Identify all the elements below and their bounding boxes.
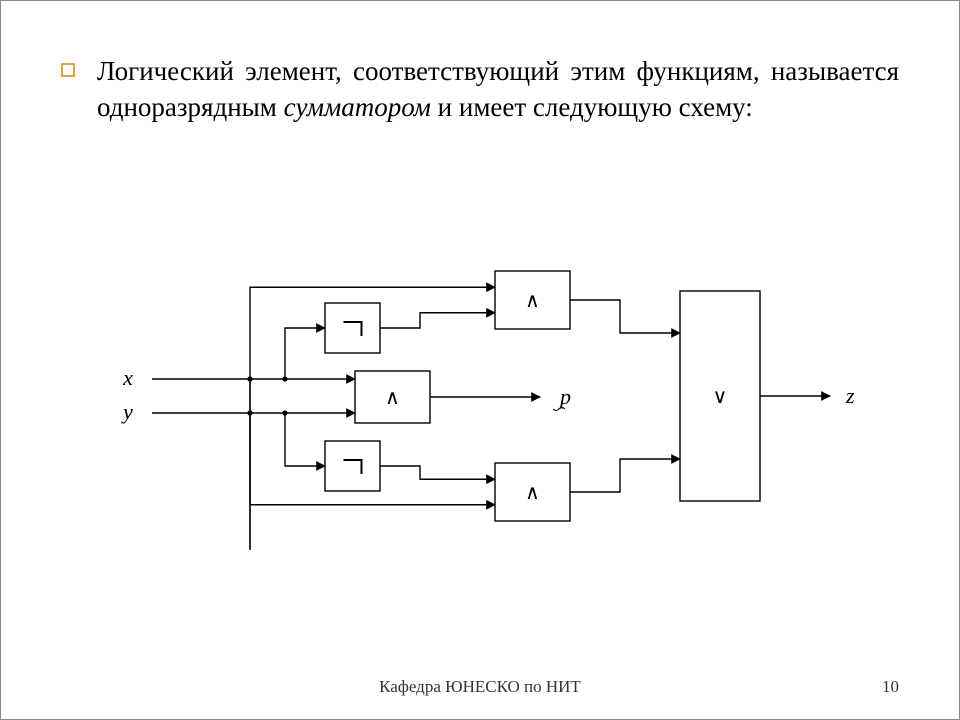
bullet-icon [61,63,75,77]
paragraph-tail: и имеет следующую схему: [431,92,753,122]
svg-text:x: x [122,365,133,390]
svg-text:z: z [845,383,855,408]
footer-caption: Кафедра ЮНЕСКО по НИТ [1,677,959,697]
paragraph-italic: сумматором [284,92,431,122]
slide: Логический элемент, соответствующий этим… [0,0,960,720]
bullet-paragraph: Логический элемент, соответствующий этим… [61,53,899,126]
body-text: Логический элемент, соответствующий этим… [97,53,899,126]
svg-text:y: y [121,399,133,424]
svg-text:∧: ∧ [525,482,540,504]
page-number: 10 [882,677,899,697]
svg-text:∧: ∧ [385,387,400,409]
diagram-container: ∧ ∧ ∧ ∨ xy p z [1,231,959,571]
svg-text:∧: ∧ [525,290,540,312]
svg-text:∨: ∨ [713,386,728,408]
logic-circuit-diagram: ∧ ∧ ∧ ∨ xy p z [100,231,860,571]
svg-text:p: p [558,384,571,409]
